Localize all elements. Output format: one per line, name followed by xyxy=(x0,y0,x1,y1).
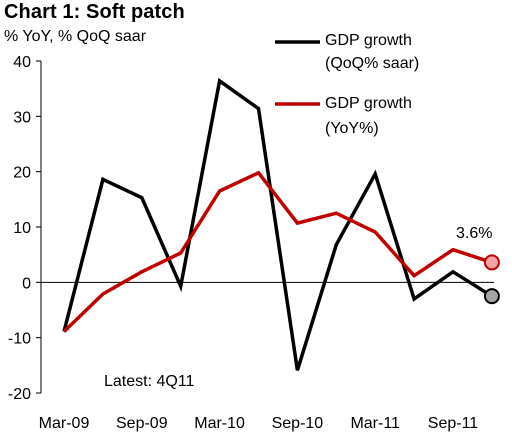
y-tick-label: 10 xyxy=(13,220,31,237)
x-tick-label: Mar-11 xyxy=(350,415,400,432)
y-tick-label: -20 xyxy=(8,386,31,403)
x-tick-label: Sep-09 xyxy=(116,415,168,432)
annotations: 3.6% Latest: 4Q11 xyxy=(104,225,492,390)
y-tick-label: 40 xyxy=(13,54,31,71)
legend-label: (QoQ% saar) xyxy=(325,55,419,72)
chart-title: Chart 1: Soft patch xyxy=(4,1,185,23)
axes: -20 -10 0 10 20 30 40 Mar-09 Sep-09 Mar-10 Sep-10 M… xyxy=(8,54,494,432)
legend-label: (YoY%) xyxy=(325,120,379,137)
x-tick-label: Mar-10 xyxy=(194,415,245,432)
y-tick-label: -10 xyxy=(8,331,31,348)
series-line-0 xyxy=(62,77,493,371)
x-tick-label: Sep-10 xyxy=(272,415,324,432)
last-value-label: 3.6% xyxy=(456,225,492,242)
series-line-1 xyxy=(62,170,493,333)
x-tick-label: Sep-11 xyxy=(428,415,479,432)
y-tick-label: 0 xyxy=(22,275,31,292)
legend: GDP growth (QoQ% saar) GDP growth (YoY%) xyxy=(275,32,419,137)
y-tick-label: 30 xyxy=(13,109,31,126)
latest-label: Latest: 4Q11 xyxy=(104,373,195,390)
legend-label: GDP growth xyxy=(325,95,412,112)
legend-label: GDP growth xyxy=(325,32,412,49)
series-end-marker-0 xyxy=(483,288,500,305)
chart-subtitle: % YoY, % QoQ saar xyxy=(4,28,147,45)
x-tick-label: Mar-09 xyxy=(39,415,90,432)
y-tick-label: 20 xyxy=(13,165,31,182)
series-end-marker-1 xyxy=(483,254,500,271)
series-group xyxy=(62,77,500,371)
